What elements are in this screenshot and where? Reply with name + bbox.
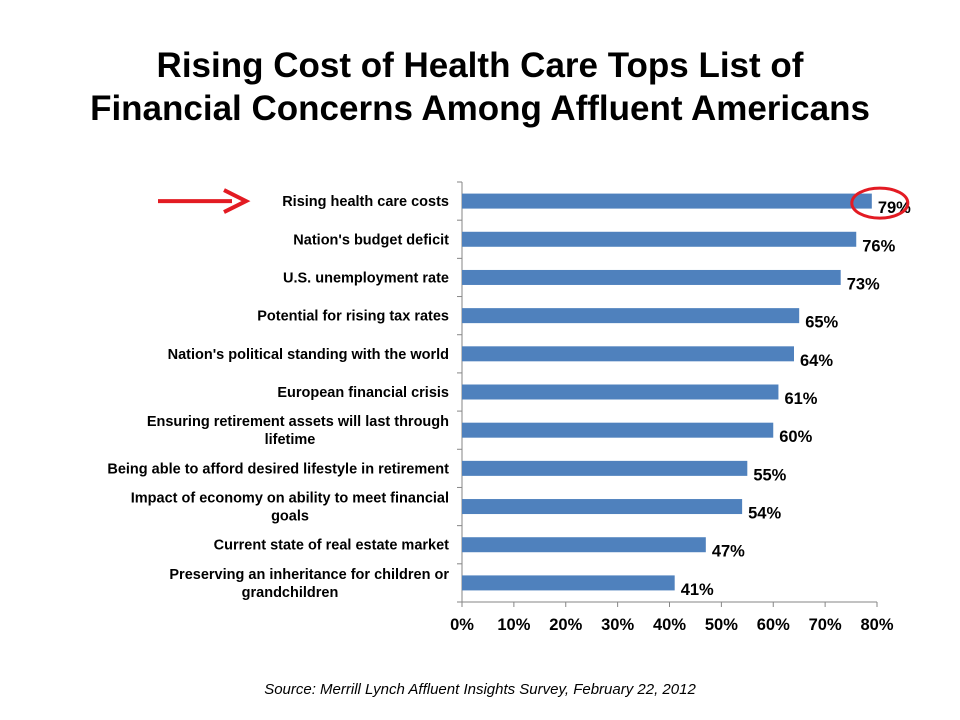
category-label: Ensuring retirement assets will last thr…	[147, 414, 449, 430]
value-label: 55%	[753, 466, 786, 484]
bar	[462, 193, 872, 209]
value-label: 54%	[748, 505, 781, 523]
category-label: European financial crisis	[277, 385, 449, 401]
value-label: 64%	[800, 352, 833, 370]
category-label: lifetime	[265, 432, 316, 448]
category-label: Nation's budget deficit	[293, 232, 449, 248]
highlight-arrow-head	[223, 188, 251, 214]
value-label: 61%	[784, 390, 817, 408]
x-tick-label: 50%	[705, 616, 738, 634]
category-label: grandchildren	[242, 585, 339, 601]
category-label: Nation's political standing with the wor…	[168, 347, 449, 363]
x-tick-label: 10%	[497, 616, 530, 634]
bar	[462, 269, 841, 285]
x-tick-label: 80%	[860, 616, 893, 634]
bar	[462, 384, 779, 400]
category-label: U.S. unemployment rate	[283, 270, 449, 286]
value-label: 76%	[862, 237, 895, 255]
bar	[462, 308, 800, 324]
category-label: goals	[271, 509, 309, 525]
value-label: 65%	[805, 314, 838, 332]
title-line-1: Rising Cost of Health Care Tops List of	[156, 46, 804, 85]
value-label: 60%	[779, 428, 812, 446]
category-label: Current state of real estate market	[214, 538, 449, 554]
category-label: Rising health care costs	[282, 194, 449, 210]
category-label: Impact of economy on ability to meet fin…	[131, 491, 449, 507]
x-tick-label: 0%	[450, 616, 474, 634]
title-line-2: Financial Concerns Among Affluent Americ…	[90, 89, 870, 128]
value-label: 47%	[712, 543, 745, 561]
chart-title: Rising Cost of Health Care Tops List of …	[0, 44, 960, 130]
bar	[462, 460, 748, 476]
category-label: Being able to afford desired lifestyle i…	[107, 461, 449, 477]
x-tick-label: 30%	[601, 616, 634, 634]
x-tick-label: 70%	[809, 616, 842, 634]
bar	[462, 499, 743, 515]
bar	[462, 231, 857, 247]
category-label: Potential for rising tax rates	[257, 309, 449, 325]
bar	[462, 537, 706, 553]
category-label: Preserving an inheritance for children o…	[169, 567, 449, 583]
value-label: 73%	[847, 275, 880, 293]
bar	[462, 422, 774, 438]
source-note: Source: Merrill Lynch Affluent Insights …	[264, 681, 696, 698]
x-tick-label: 20%	[549, 616, 582, 634]
bar	[462, 346, 794, 362]
bar	[462, 575, 675, 591]
highlight-circle	[850, 186, 910, 220]
value-label: 41%	[681, 581, 714, 599]
x-tick-label: 40%	[653, 616, 686, 634]
x-tick-label: 60%	[757, 616, 790, 634]
